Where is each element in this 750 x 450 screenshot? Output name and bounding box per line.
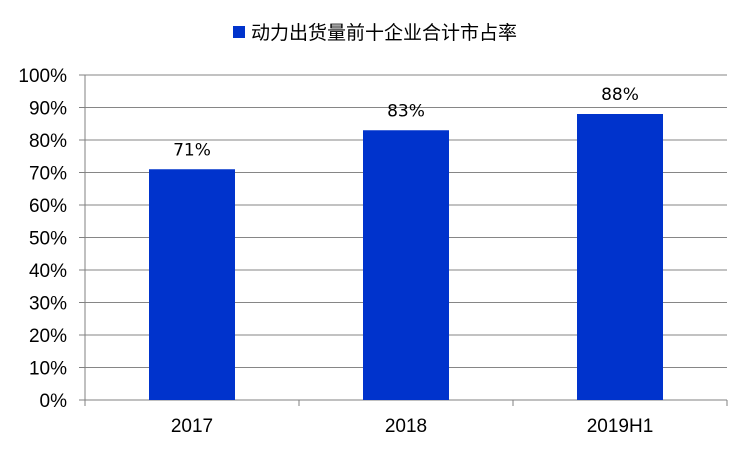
x-tick-label-2017: 2017 [171, 416, 213, 437]
y-tick-label: 100% [18, 66, 67, 87]
bar-2019H1 [577, 114, 663, 400]
x-tick-label-2018: 2018 [385, 416, 427, 437]
y-tick-label: 90% [29, 99, 67, 120]
y-axis-ticks: 0% 10% 20% 30% 40% 50% 60% 70% 80% 90% 100% [18, 66, 67, 412]
y-tick-label: 0% [40, 391, 68, 412]
data-label-2018: 83% [387, 101, 425, 121]
data-labels: 71% 83% 88% [173, 85, 639, 160]
y-tick-label: 10% [29, 359, 67, 380]
legend-label: 动力出货量前十企业合计市占率 [250, 23, 517, 44]
chart-legend: 动力出货量前十企业合计市占率 [0, 18, 750, 45]
y-tick-label: 50% [29, 229, 67, 250]
data-label-2017: 71% [173, 140, 211, 160]
x-axis-ticks: 2017 2018 2019H1 [171, 416, 653, 437]
y-tick-label: 60% [29, 196, 67, 217]
y-tick-label: 30% [29, 294, 67, 315]
bars [149, 114, 663, 400]
bar-2018 [363, 130, 449, 400]
bar-2017 [149, 169, 235, 400]
x-tick-label-2019H1: 2019H1 [587, 416, 654, 437]
y-tick-label: 70% [29, 164, 67, 185]
y-tick-label: 80% [29, 131, 67, 152]
data-label-2019H1: 88% [601, 85, 639, 105]
y-tick-label: 20% [29, 326, 67, 347]
legend-swatch [232, 25, 245, 38]
y-tick-label: 40% [29, 261, 67, 282]
